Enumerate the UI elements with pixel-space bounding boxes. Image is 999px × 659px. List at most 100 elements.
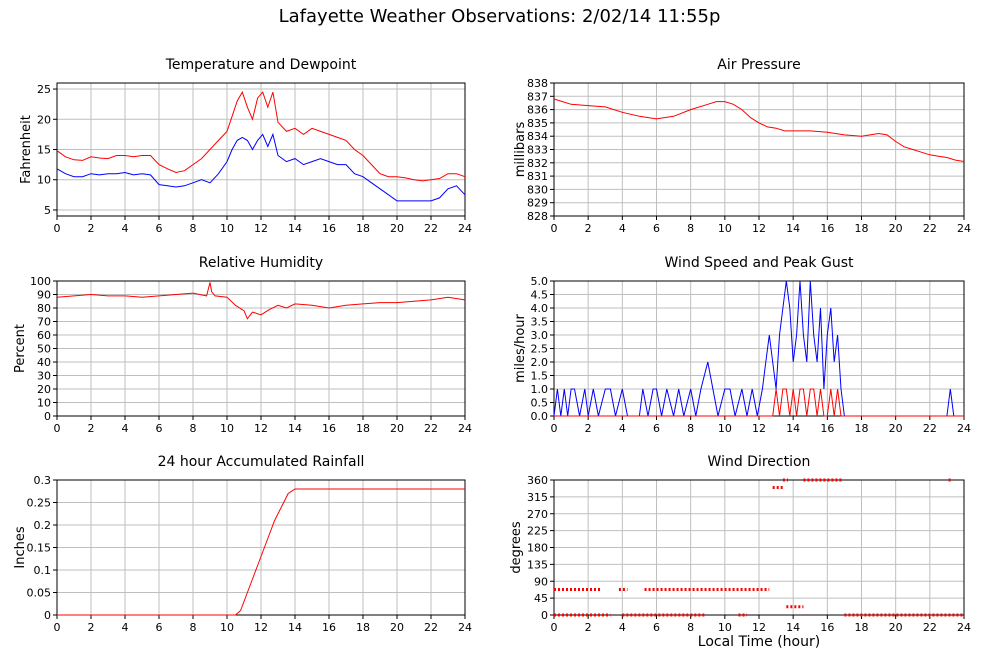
- y-tick-label: 5: [44, 204, 51, 217]
- y-tick-label: 20: [37, 383, 51, 396]
- x-tick-label: 6: [156, 222, 163, 235]
- rain-series-0: [57, 488, 465, 616]
- pressure-series-0: [553, 98, 965, 162]
- y-tick-label: 10: [37, 174, 51, 187]
- x-tick-label: 14: [288, 621, 302, 634]
- x-tick-label: 8: [687, 621, 694, 634]
- y-tick-label: 20: [37, 113, 51, 126]
- x-tick-label: 18: [356, 222, 370, 235]
- y-tick-label: 0.05: [27, 587, 52, 600]
- y-tick-label: 0.25: [27, 497, 52, 510]
- page-title: Lafayette Weather Observations: 2/02/14 …: [278, 6, 721, 27]
- x-tick-label: 10: [718, 422, 732, 435]
- x-tick-label: 22: [923, 621, 937, 634]
- y-tick-label: 0.3: [34, 474, 52, 487]
- rain-title: 24 hour Accumulated Rainfall: [158, 454, 365, 470]
- y-tick-label: 50: [37, 343, 51, 356]
- x-tick-label: 16: [820, 621, 834, 634]
- y-tick-label: 0: [541, 609, 548, 622]
- wind-title: Wind Speed and Peak Gust: [665, 255, 854, 271]
- humidity-title: Relative Humidity: [199, 255, 323, 271]
- y-tick-label: 100: [30, 275, 51, 288]
- humidity-y-label: Percent: [13, 324, 28, 373]
- x-tick-label: 22: [424, 222, 438, 235]
- x-tick-label: 8: [190, 222, 197, 235]
- x-tick-label: 6: [653, 222, 660, 235]
- y-tick-label: 0.5: [531, 397, 549, 410]
- x-tick-label: 2: [88, 621, 95, 634]
- y-tick-label: 0: [44, 410, 51, 423]
- y-tick-label: 30: [37, 370, 51, 383]
- x-tick-label: 0: [54, 222, 61, 235]
- temp-chart: 0 2 4 6 8 10 12 14 16 18 20 22 24510152025Temperatur…: [19, 57, 472, 235]
- y-tick-label: 15: [37, 144, 51, 157]
- x-tick-label: 24: [458, 222, 472, 235]
- y-tick-label: 834: [527, 130, 548, 143]
- x-tick-label: 10: [718, 621, 732, 634]
- y-tick-label: 180: [527, 542, 548, 555]
- x-tick-label: 18: [855, 222, 869, 235]
- x-tick-label: 4: [619, 621, 626, 634]
- y-tick-label: 80: [37, 302, 51, 315]
- y-tick-label: 3.0: [531, 329, 549, 342]
- x-tick-label: 14: [288, 422, 302, 435]
- x-tick-label: 20: [889, 422, 903, 435]
- x-axis-label: Local Time (hour): [697, 634, 821, 650]
- x-tick-label: 20: [889, 621, 903, 634]
- x-tick-label: 0: [551, 222, 558, 235]
- x-tick-label: 22: [424, 621, 438, 634]
- y-tick-label: 4.0: [531, 302, 549, 315]
- x-tick-label: 8: [687, 422, 694, 435]
- y-tick-label: 270: [527, 508, 548, 521]
- y-tick-label: 3.5: [531, 316, 549, 329]
- x-tick-label: 4: [619, 222, 626, 235]
- x-tick-label: 6: [156, 422, 163, 435]
- x-tick-label: 22: [424, 422, 438, 435]
- x-tick-label: 16: [322, 222, 336, 235]
- x-tick-label: 0: [551, 422, 558, 435]
- direction-chart: 0 2 4 6 8 10 12 14 16 18 20 22 240459013518022527031…: [509, 454, 971, 634]
- x-tick-label: 12: [752, 222, 766, 235]
- y-tick-label: 70: [37, 316, 51, 329]
- direction-title: Wind Direction: [708, 454, 811, 470]
- x-tick-label: 2: [585, 621, 592, 634]
- x-tick-label: 24: [957, 422, 971, 435]
- x-tick-label: 20: [889, 222, 903, 235]
- x-tick-label: 12: [254, 422, 268, 435]
- y-tick-label: 829: [527, 197, 548, 210]
- x-tick-label: 22: [923, 222, 937, 235]
- y-tick-label: 828: [527, 210, 548, 223]
- x-tick-label: 8: [687, 222, 694, 235]
- humidity-series-0: [56, 282, 466, 320]
- y-tick-label: 40: [37, 356, 51, 369]
- y-tick-label: 90: [534, 575, 548, 588]
- y-tick-label: 25: [37, 83, 51, 96]
- temp-series-1: [56, 132, 466, 202]
- pressure-chart: 0 2 4 6 8 10 12 14 16 18 20 22 248288298308318328338…: [513, 57, 971, 235]
- pressure-title: Air Pressure: [717, 57, 800, 73]
- x-tick-label: 16: [322, 422, 336, 435]
- temp-y-label: Fahrenheit: [19, 115, 34, 184]
- y-tick-label: 60: [37, 329, 51, 342]
- x-tick-label: 18: [356, 621, 370, 634]
- y-tick-label: 0: [44, 609, 51, 622]
- x-tick-label: 22: [923, 422, 937, 435]
- direction-y-label: degrees: [509, 521, 524, 574]
- y-tick-label: 360: [527, 474, 548, 487]
- x-tick-label: 16: [322, 621, 336, 634]
- x-tick-label: 10: [220, 422, 234, 435]
- y-tick-label: 225: [527, 525, 548, 538]
- x-tick-label: 6: [156, 621, 163, 634]
- wind-chart: 0 2 4 6 8 10 12 14 16 18 20 22 240.00.51.01.52.02.53…: [513, 255, 971, 435]
- temp-title: Temperature and Dewpoint: [165, 57, 357, 73]
- y-tick-label: 5.0: [531, 275, 549, 288]
- y-tick-label: 830: [527, 183, 548, 196]
- x-tick-label: 24: [458, 422, 472, 435]
- x-tick-label: 4: [619, 422, 626, 435]
- y-tick-label: 0.0: [531, 410, 549, 423]
- x-tick-label: 14: [786, 222, 800, 235]
- y-tick-label: 90: [37, 289, 51, 302]
- x-tick-label: 14: [786, 621, 800, 634]
- x-tick-label: 2: [585, 222, 592, 235]
- temp-series-0: [56, 90, 466, 182]
